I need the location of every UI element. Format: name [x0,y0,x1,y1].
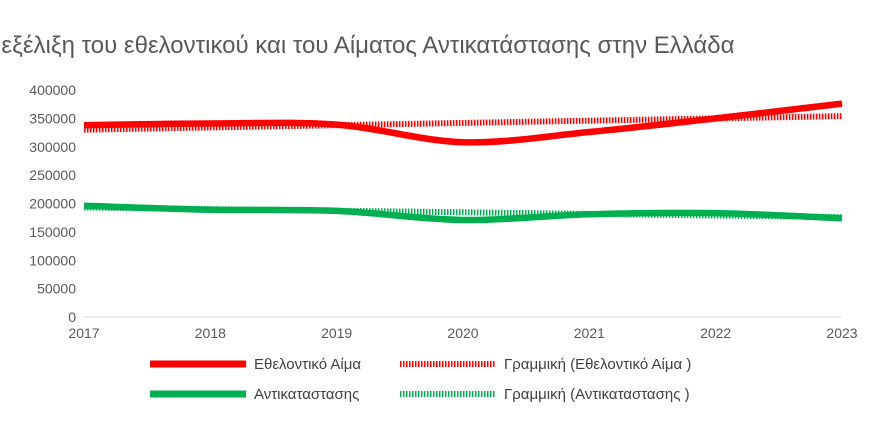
y-tick-label: 250000 [29,167,76,183]
legend-item-trend-voluntary-blood: Γραμμική (Εθελοντικό Αίμα ) [400,356,691,373]
series-lines [83,100,843,224]
x-axis-tick-labels: 2017 2018 2019 2020 2021 2022 2023 [68,325,857,341]
series-line-voluntary-blood [83,100,843,146]
y-tick-label: 50000 [37,281,76,297]
legend-item-trend-replacement-blood: Γραμμική (Αντικαταστασης ) [400,386,690,403]
x-tick-label: 2022 [700,325,731,341]
legend-label: Εθελοντικό Αίμα [254,356,361,373]
legend-label: Αντικαταστασης [254,386,359,403]
y-axis-tick-labels: 0 50000 100000 150000 200000 250000 300000 3500… [29,82,76,325]
x-tick-label: 2019 [321,325,352,341]
y-tick-label: 150000 [29,224,76,240]
x-tick-label: 2017 [68,325,99,341]
x-tick-label: 2020 [447,325,478,341]
legend-item-voluntary-blood: Εθελοντικό Αίμα [150,356,361,373]
x-tick-label: 2021 [574,325,605,341]
legend-label: Γραμμική (Εθελοντικό Αίμα ) [504,356,691,373]
x-tick-label: 2023 [826,325,857,341]
y-tick-label: 0 [68,309,76,325]
y-tick-label: 100000 [29,252,76,268]
y-tick-label: 400000 [29,82,76,98]
trendline-voluntary-blood [83,113,843,133]
chart-title-text: Η πορεία και εξέλιξη του εθελοντικού και… [0,32,735,59]
legend: Εθελοντικό Αίμα Γραμμική (Εθελοντικό Αίμα… [150,356,691,403]
x-tick-label: 2018 [195,325,226,341]
y-tick-label: 300000 [29,139,76,155]
series-line-replacement-blood [83,202,843,224]
chart-title: Η πορεία και εξέλιξη του εθελοντικού και… [0,28,880,68]
legend-label: Γραμμική (Αντικαταστασης ) [504,386,690,403]
y-tick-label: 350000 [29,110,76,126]
legend-item-replacement-blood: Αντικαταστασης [150,386,359,403]
y-tick-label: 200000 [29,196,76,212]
